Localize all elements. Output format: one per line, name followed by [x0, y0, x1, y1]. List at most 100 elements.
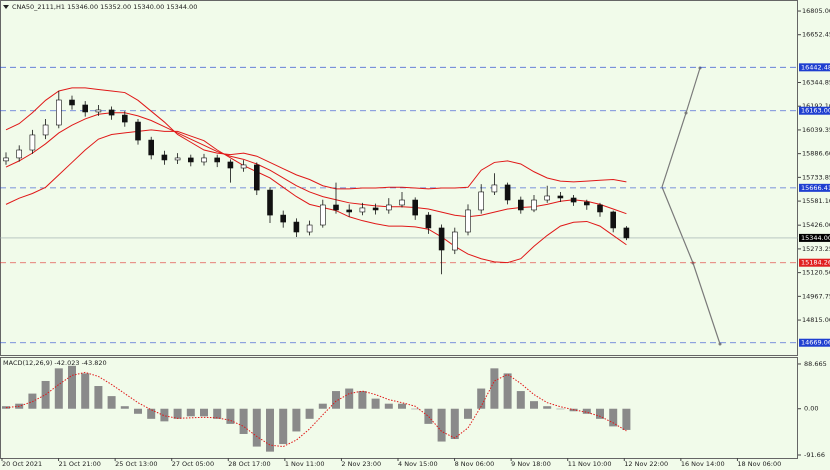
macd-bar	[186, 408, 195, 417]
candle-body	[42, 124, 49, 136]
macd-bar	[516, 391, 525, 409]
x-tick-label: 16 Nov 14:00	[681, 460, 725, 468]
macd-bar	[424, 408, 433, 424]
macd-bar	[411, 408, 420, 410]
x-tick-label: 20 Oct 2021	[2, 460, 42, 468]
candle-body	[478, 191, 485, 211]
macd-bar	[530, 401, 538, 409]
macd-bar	[252, 408, 261, 447]
x-tick-label: 12 Nov 22:00	[624, 460, 668, 468]
y-tick-label: 16344.85	[802, 78, 830, 86]
candle-body	[372, 207, 379, 211]
x-tick-label: 28 Oct 17:00	[228, 460, 270, 468]
candle-body	[280, 214, 287, 223]
macd-bar	[622, 408, 631, 430]
level-label: 16163.00	[801, 107, 830, 115]
macd-bar	[503, 373, 512, 409]
candle-body	[623, 227, 630, 239]
candle-body	[254, 164, 260, 191]
candle-body	[557, 195, 564, 199]
candle-body	[517, 199, 524, 211]
candle-body	[570, 197, 577, 203]
bollinger-band	[5, 129, 627, 264]
candle-body	[69, 99, 75, 106]
macd-bar	[318, 403, 327, 409]
y-tick-label: 0.00	[804, 405, 818, 413]
candle-body	[108, 109, 115, 116]
x-tick-label: 9 Nov 18:00	[511, 460, 551, 468]
candle-body	[583, 201, 590, 206]
bollinger-band	[5, 87, 627, 190]
x-tick-label: 18 Nov 06:00	[737, 460, 781, 468]
candle-body	[161, 154, 168, 161]
candle-body	[122, 114, 128, 123]
x-tick-label: 27 Oct 05:00	[172, 460, 214, 468]
candle-body	[227, 161, 234, 169]
y-tick-label: 88.665	[804, 360, 827, 368]
candle-body	[95, 109, 102, 113]
macd-bar	[134, 408, 142, 414]
macd-bar	[371, 398, 380, 409]
x-tick-label: 4 Nov 15:00	[398, 460, 438, 468]
macd-bar	[398, 403, 406, 409]
level-label: 16442.48	[801, 63, 830, 71]
level-tag	[799, 183, 830, 192]
candle-body	[319, 204, 326, 226]
macd-bar	[305, 408, 314, 419]
y-tick-label: 16805.00	[802, 7, 830, 15]
y-tick-label: 15733.85	[802, 173, 830, 181]
x-tick-label: 11 Nov 10:00	[568, 460, 612, 468]
y-tick-label: 15426.00	[802, 221, 830, 229]
candle-body	[267, 189, 273, 216]
macd-bar	[437, 408, 446, 442]
level-tag	[799, 258, 830, 267]
main-panel	[0, 0, 798, 356]
y-tick-label: -91.66	[804, 451, 825, 459]
candle-body	[544, 195, 551, 201]
candle-body	[610, 211, 617, 229]
macd-bar	[81, 373, 90, 409]
level-tag	[799, 338, 830, 347]
projection-points	[684, 66, 722, 346]
x-tick-label: 2 Nov 23:00	[341, 460, 381, 468]
candle-body	[385, 204, 392, 211]
x-tick-label: 8 Nov 06:00	[455, 460, 495, 468]
macd-bar	[477, 388, 486, 409]
macd-signal	[5, 371, 627, 448]
macd-bar	[332, 391, 340, 409]
level-label: 15184.26	[801, 259, 830, 267]
chart-title: CNA50_2111,H1 15346.00 15352.00 15340.00…	[12, 3, 197, 11]
x-tick-label: 1 Nov 11:00	[285, 460, 325, 468]
candle-body	[188, 157, 194, 163]
y-tick-label: 15581.10	[802, 197, 830, 205]
macd-bar	[279, 408, 288, 445]
candle-body	[465, 209, 471, 233]
candle-body	[333, 204, 339, 211]
candle-body	[214, 157, 220, 163]
candle-body	[359, 207, 366, 213]
candle-body	[82, 104, 88, 113]
y-tick-label: 15886.60	[802, 150, 830, 158]
candle-body	[438, 227, 445, 251]
macd-bar	[292, 408, 301, 432]
macd-bar	[556, 408, 565, 410]
candle-body	[531, 199, 537, 211]
macd-bar	[464, 408, 472, 419]
macd-bar	[582, 408, 591, 414]
y-tick-label: 15273.25	[802, 245, 830, 253]
y-tick-label: 15120.50	[802, 269, 830, 277]
macd-bar	[609, 408, 618, 427]
candle-body	[29, 134, 36, 151]
level-tag	[799, 63, 830, 72]
macd-bar	[226, 408, 235, 424]
macd-bar	[107, 396, 116, 409]
macd-bar	[213, 408, 222, 419]
y-tick-label: 16039.35	[802, 126, 830, 134]
menu-arrow[interactable]	[3, 5, 9, 9]
macd-bar	[54, 368, 63, 409]
candle-body	[148, 139, 154, 156]
y-tick-label: 16652.45	[802, 31, 830, 39]
level-label: 15666.41	[801, 184, 830, 192]
